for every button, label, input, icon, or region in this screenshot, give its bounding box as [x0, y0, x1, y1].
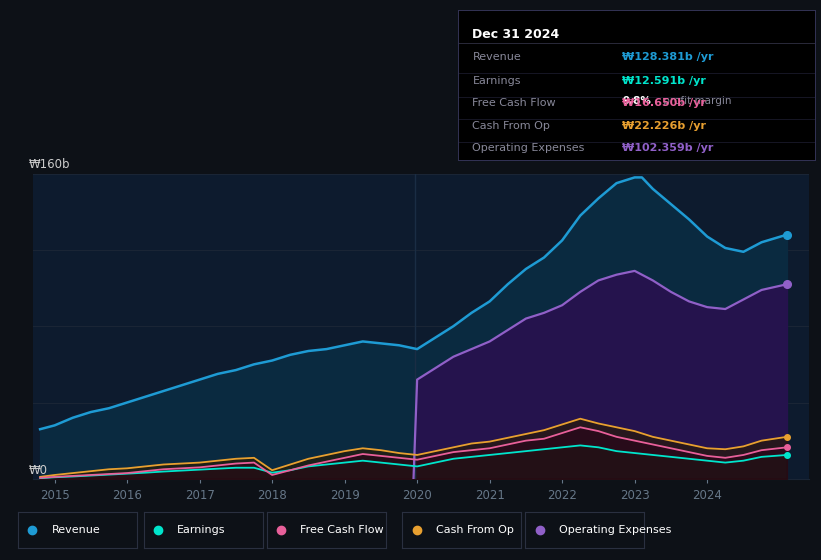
Text: Free Cash Flow: Free Cash Flow: [300, 525, 383, 535]
Text: profit margin: profit margin: [660, 96, 732, 106]
Text: ₩12.591b /yr: ₩12.591b /yr: [622, 76, 706, 86]
Text: Dec 31 2024: Dec 31 2024: [472, 27, 560, 40]
Text: 9.8%: 9.8%: [622, 96, 651, 106]
Text: ₩0: ₩0: [29, 464, 48, 477]
Text: Operating Expenses: Operating Expenses: [559, 525, 671, 535]
Text: Cash From Op: Cash From Op: [472, 120, 550, 130]
Text: Free Cash Flow: Free Cash Flow: [472, 98, 556, 108]
Text: Earnings: Earnings: [177, 525, 226, 535]
Text: Operating Expenses: Operating Expenses: [472, 143, 585, 153]
Text: ₩160b: ₩160b: [29, 158, 71, 171]
Text: Revenue: Revenue: [52, 525, 100, 535]
Text: Cash From Op: Cash From Op: [436, 525, 513, 535]
Text: Earnings: Earnings: [472, 76, 521, 86]
Text: ₩102.359b /yr: ₩102.359b /yr: [622, 143, 713, 153]
Text: ₩128.381b /yr: ₩128.381b /yr: [622, 52, 714, 62]
Text: ₩22.226b /yr: ₩22.226b /yr: [622, 120, 706, 130]
Text: Revenue: Revenue: [472, 52, 521, 62]
Text: ₩16.650b /yr: ₩16.650b /yr: [622, 98, 706, 108]
